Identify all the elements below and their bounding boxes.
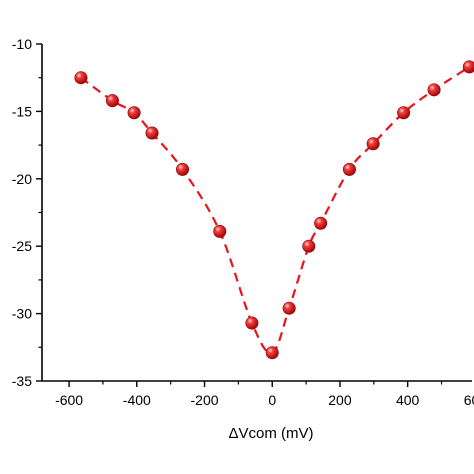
x-axis-title: ΔVcom (mV) (228, 425, 313, 442)
data-point (342, 162, 356, 176)
y-tick-label: -25 (12, 238, 32, 254)
data-point (427, 83, 441, 97)
y-tick-label: -15 (12, 103, 32, 119)
data-point (397, 106, 411, 120)
series-line (80, 65, 470, 355)
data-point (127, 106, 141, 120)
x-tick-label: 0 (268, 392, 276, 408)
x-tick-label: 600 (464, 392, 474, 408)
x-tick-label: -200 (191, 392, 219, 408)
data-point (314, 216, 328, 230)
data-point (213, 224, 227, 238)
x-tick-label: -400 (123, 392, 151, 408)
data-point (462, 60, 474, 74)
data-point (366, 137, 380, 151)
x-tick-label: -600 (55, 392, 83, 408)
data-point (265, 346, 279, 360)
data-point (302, 239, 316, 253)
data-point (145, 126, 159, 140)
data-point (282, 301, 296, 315)
data-point (74, 71, 88, 85)
x-tick-label: 200 (328, 392, 352, 408)
y-axis: -10 -15 -20 -25 -30 -35 (12, 36, 42, 389)
x-tick-label: 400 (396, 392, 420, 408)
y-tick-label: -20 (12, 171, 32, 187)
plot-frame (41, 44, 472, 382)
x-axis: -600 -400 -200 0 200 400 600 (55, 381, 474, 408)
data-point (176, 162, 190, 176)
y-tick-label: -35 (12, 373, 32, 389)
y-tick-label: -10 (12, 36, 32, 52)
data-point (105, 94, 119, 108)
series-points (74, 60, 474, 360)
y-tick-label: -30 (12, 306, 32, 322)
data-point (245, 316, 259, 330)
series-curve (80, 65, 470, 355)
